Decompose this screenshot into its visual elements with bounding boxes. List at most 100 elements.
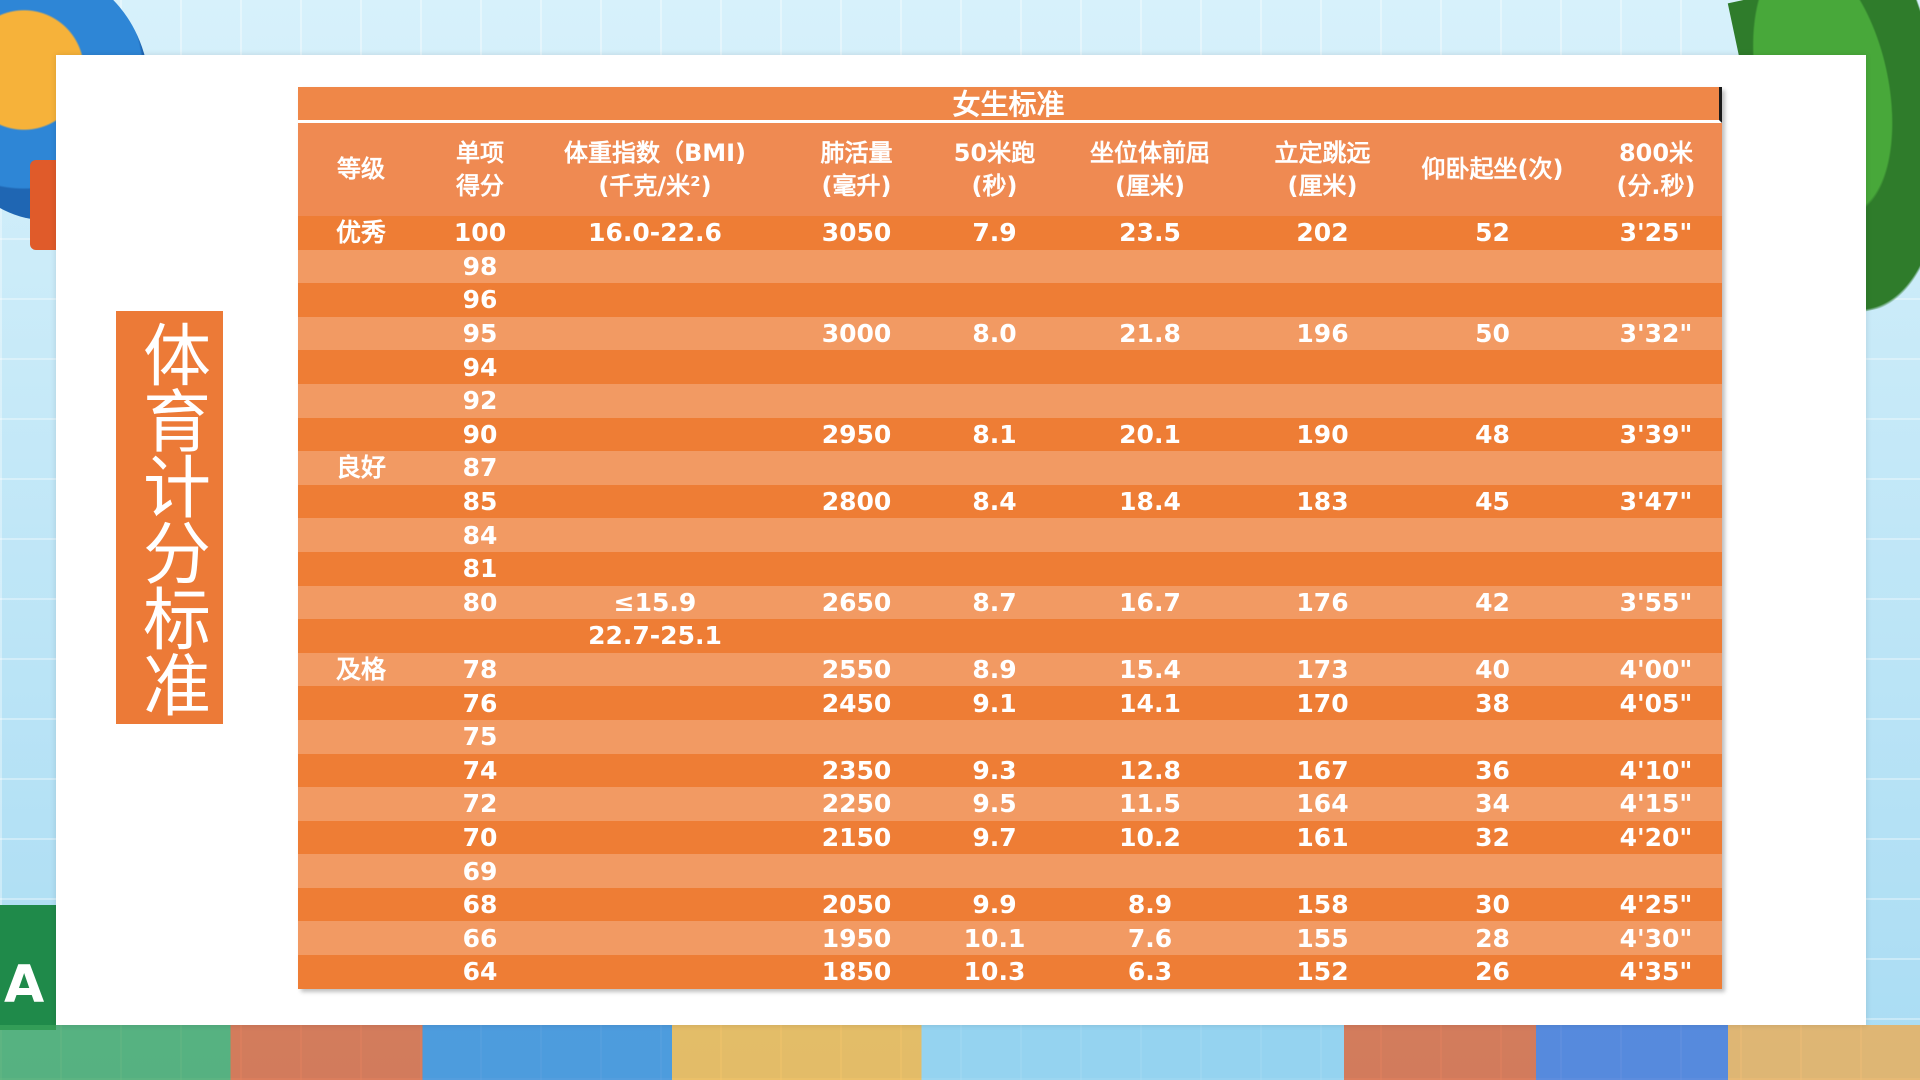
table-cell — [1395, 719, 1590, 754]
table-cell — [1590, 551, 1722, 586]
table-cell — [939, 249, 1050, 284]
table-cell — [536, 955, 774, 989]
table-cell: 152 — [1250, 955, 1395, 989]
column-header-line1: 仰卧起坐(次) — [1421, 155, 1564, 183]
table-row: 66 1950 10.1 7.6 155 28 4'30" — [298, 921, 1722, 956]
table-cell: 16.0-22.6 — [536, 216, 774, 250]
slide-title-box: 体育计分标准 — [116, 311, 223, 724]
table-cell — [939, 719, 1050, 754]
table-cell: 26 — [1395, 955, 1590, 989]
table-cell — [774, 551, 939, 586]
table-cell: 95 — [424, 316, 536, 351]
table-cell: 164 — [1250, 787, 1395, 821]
table-cell: 80 — [424, 585, 536, 620]
table-cell: 30 — [1395, 887, 1590, 922]
table-cell — [298, 383, 424, 418]
table-cell: 75 — [424, 719, 536, 754]
table-cell — [939, 518, 1050, 552]
table-cell — [536, 350, 774, 384]
table-cell: 38 — [1395, 686, 1590, 720]
table-cell — [939, 854, 1050, 888]
table-cell: 48 — [1395, 417, 1590, 452]
standards-table: 等级 单项 得分 体重指数（BMI) (千克/米²) 肺活量 (毫升) 50米跑 (秒) 坐位体前… — [298, 123, 1722, 989]
table-cell: 2550 — [774, 652, 939, 687]
table-cell — [536, 283, 774, 317]
table-cell: 4'00" — [1590, 652, 1722, 687]
table-cell: 90 — [424, 417, 536, 452]
table-cell — [1395, 383, 1590, 418]
table-cell: 50 — [1395, 316, 1590, 351]
table-cell — [536, 417, 774, 452]
table-cell — [1050, 249, 1250, 284]
bottom-decoration-strip — [0, 1025, 1920, 1080]
table-cell — [1250, 719, 1395, 754]
table-cell: 9.3 — [939, 753, 1050, 788]
table-cell: 8.4 — [939, 484, 1050, 519]
table-row: 84 — [298, 518, 1722, 552]
table-cell: 70 — [424, 820, 536, 855]
table-row: 64 1850 10.3 6.3 152 26 4'35" — [298, 955, 1722, 989]
table-cell: 69 — [424, 854, 536, 888]
table-cell: 7.9 — [939, 216, 1050, 250]
table-cell: 15.4 — [1050, 652, 1250, 687]
chalkboard-decoration — [0, 905, 56, 1030]
column-header-line1: 800米 — [1618, 138, 1694, 167]
table-cell: 36 — [1395, 753, 1590, 788]
table-cell: 155 — [1250, 921, 1395, 956]
table-cell: ≤15.9 — [536, 585, 774, 620]
table-cell: 9.1 — [939, 686, 1050, 720]
table-row: 70 2150 9.7 10.2 161 32 4'20" — [298, 820, 1722, 855]
table-cell — [536, 686, 774, 720]
table-cell: 20.1 — [1050, 417, 1250, 452]
table-cell: 28 — [1395, 921, 1590, 956]
table-row: 81 — [298, 551, 1722, 586]
table-cell — [1250, 451, 1395, 485]
table-cell — [1395, 518, 1590, 552]
table-cell: 74 — [424, 753, 536, 788]
column-header: 立定跳远 (厘米) — [1250, 123, 1395, 216]
table-cell: 16.7 — [1050, 585, 1250, 620]
table-cell — [536, 753, 774, 788]
table-cell: 2800 — [774, 484, 939, 519]
table-cell: 11.5 — [1050, 787, 1250, 821]
table-cell: 良好 — [298, 451, 424, 485]
table-cell — [536, 652, 774, 687]
table-cell: 98 — [424, 249, 536, 284]
table-row: 优秀 100 16.0-22.6 3050 7.9 23.5 202 52 3'25" — [298, 216, 1722, 250]
column-header-line2: (毫升) — [821, 171, 892, 200]
table-cell: 1950 — [774, 921, 939, 956]
table-row: 90 2950 8.1 20.1 190 48 3'39" — [298, 417, 1722, 452]
table-cell — [536, 854, 774, 888]
table-cell: 4'20" — [1590, 820, 1722, 855]
table-cell — [1050, 451, 1250, 485]
table-row: 22.7-25.1 — [298, 619, 1722, 653]
table-cell: 190 — [1250, 417, 1395, 452]
table-cell — [298, 283, 424, 317]
table-cell: 14.1 — [1050, 686, 1250, 720]
table-cell: 6.3 — [1050, 955, 1250, 989]
table-cell: 22.7-25.1 — [536, 619, 774, 653]
table-cell: 202 — [1250, 216, 1395, 250]
table-cell: 84 — [424, 518, 536, 552]
table-cell: 4'25" — [1590, 887, 1722, 922]
column-header-line1: 50米跑 — [953, 138, 1036, 167]
table-cell: 2050 — [774, 887, 939, 922]
table-row: 75 — [298, 719, 1722, 754]
column-header-line2: (千克/米²) — [598, 171, 712, 200]
table-row: 85 2800 8.4 18.4 183 45 3'47" — [298, 484, 1722, 519]
table-cell: 2950 — [774, 417, 939, 452]
table-cell — [939, 619, 1050, 653]
table-cell: 2450 — [774, 686, 939, 720]
table-cell: 优秀 — [298, 216, 424, 250]
table-cell — [1250, 383, 1395, 418]
table-cell — [298, 585, 424, 620]
table-cell: 2150 — [774, 820, 939, 855]
table-cell: 1850 — [774, 955, 939, 989]
column-header-line1: 立定跳远 — [1274, 138, 1371, 167]
column-header: 体重指数（BMI) (千克/米²) — [536, 123, 774, 216]
table-cell: 9.5 — [939, 787, 1050, 821]
table-cell — [1050, 350, 1250, 384]
table-cell: 85 — [424, 484, 536, 519]
table-cell: 173 — [1250, 652, 1395, 687]
table-cell — [298, 787, 424, 821]
